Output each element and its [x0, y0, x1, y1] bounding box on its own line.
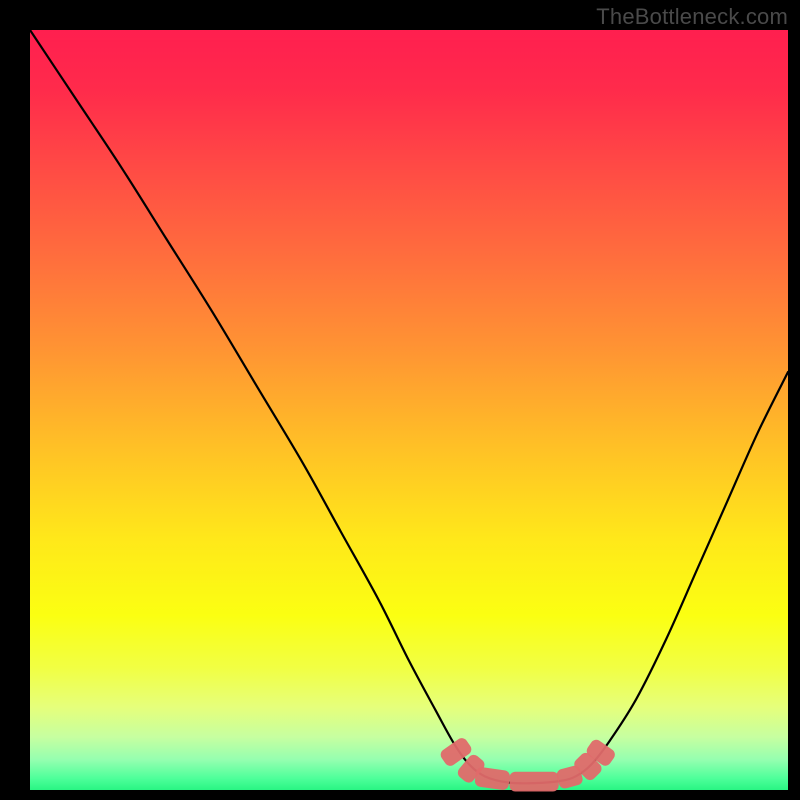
chart-svg	[0, 0, 800, 800]
optimal-marker-segment	[509, 772, 558, 792]
chart-background-gradient	[30, 30, 788, 790]
attribution-text: TheBottleneck.com	[596, 4, 788, 30]
